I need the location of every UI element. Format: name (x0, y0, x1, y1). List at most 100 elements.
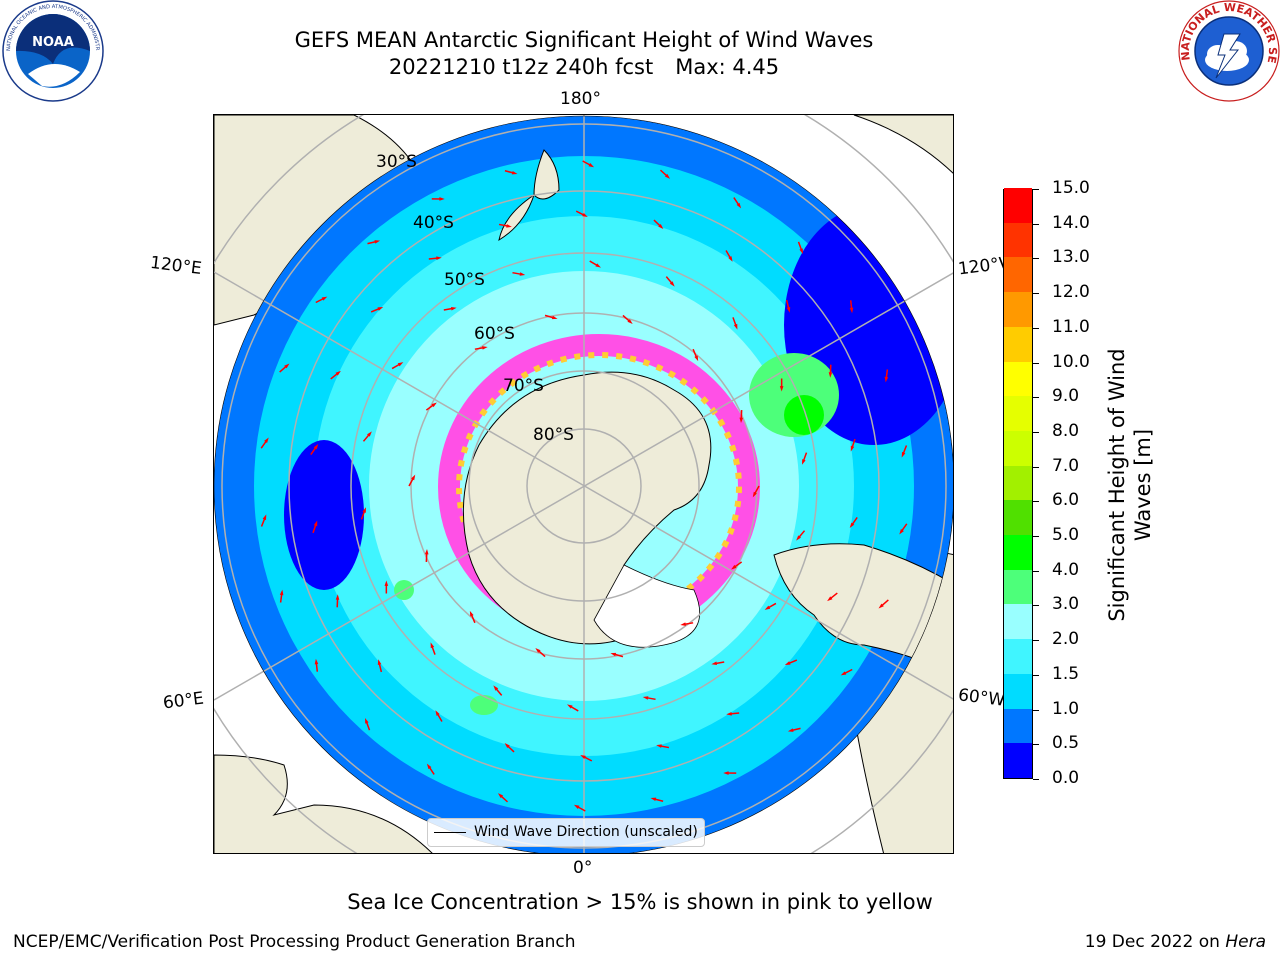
wave-direction-arrowhead (519, 272, 526, 276)
wave-direction-arrowhead (840, 671, 847, 676)
wave-direction-arrowhead (827, 596, 833, 602)
ice-shelf (593, 564, 701, 648)
colorbar-bin (1004, 222, 1032, 258)
wave-direction-arrowhead (362, 507, 366, 513)
wave-direction-arrowhead (367, 431, 372, 437)
wave-direction-arrowhead (878, 603, 884, 609)
colorbar-tick-mark (1033, 223, 1039, 225)
lon-label-0: 0° (573, 858, 593, 878)
colorbar-bin (1004, 708, 1032, 744)
colorbar-bin (1004, 465, 1032, 501)
colorbar-tick-mark (1033, 189, 1039, 190)
colorbar-tick-mark (1033, 466, 1039, 468)
wave-direction-arrowhead (384, 580, 389, 586)
wave-direction-arrowhead (262, 514, 267, 521)
colorbar-bin (1004, 361, 1032, 397)
wave-direction-arrowhead (435, 710, 440, 716)
wave-direction-arrowhead (314, 658, 319, 665)
colorbar-tick-label: 10.0 (1052, 351, 1090, 372)
lon-label-180: 180° (560, 89, 601, 109)
colorbar-tick-mark (1033, 674, 1039, 676)
wave-direction-arrowhead (377, 659, 382, 665)
polar-map (214, 115, 953, 853)
wave-direction-arrowhead (752, 491, 757, 498)
wave-direction-arrowhead (610, 652, 617, 657)
colorbar-bin (1004, 569, 1032, 605)
high-wave-region-south (470, 695, 498, 715)
lon-label-60w: 60°W (956, 685, 1006, 711)
colorbar-tick-label: 0.0 (1052, 768, 1080, 788)
colorbar-bin (1004, 604, 1032, 640)
colorbar-tick-mark (1033, 570, 1039, 572)
wave-direction-arrowhead (424, 548, 429, 555)
colorbar-tick-mark (1033, 431, 1039, 433)
credit-text: NCEP/EMC/Verification Post Processing Pr… (13, 932, 576, 952)
wave-direction-arrowhead (264, 437, 269, 444)
wave-direction-arrowhead (784, 661, 791, 665)
colorbar-tick-label: 1.0 (1052, 698, 1080, 719)
lat-label-30s: 30°S (376, 152, 417, 172)
wave-direction-arrowhead (335, 370, 341, 376)
colorbar-bin (1004, 535, 1032, 570)
wave-direction-arrowhead (796, 535, 801, 541)
wave-direction-arrowhead (411, 474, 416, 481)
map-legend: Wind Wave Direction (unscaled) (427, 818, 705, 847)
wave-direction-arrowhead (656, 744, 662, 748)
wave-direction-arrowhead (728, 256, 733, 262)
colorbar-tick-mark (1033, 744, 1039, 746)
wave-direction-arrowhead (582, 212, 588, 218)
colorbar-tick-label: 2.0 (1052, 629, 1080, 650)
colorbar (1003, 188, 1033, 779)
colorbar-tick-label: 15.0 (1052, 178, 1090, 198)
colorbar-tick-mark (1033, 501, 1039, 503)
colorbar-tick-mark (1033, 640, 1039, 642)
nws-logo: NATIONAL WEATHER SERVICE (1178, 0, 1280, 102)
run-date: 19 Dec 2022 on Hera (1085, 932, 1266, 952)
system-name: Hera (1225, 932, 1266, 952)
legend-line-icon (434, 831, 466, 834)
wave-direction-arrowhead (469, 610, 474, 617)
colorbar-tick-label: 5.0 (1052, 525, 1080, 546)
lon-label-120e: 120°E (148, 252, 203, 280)
wave-direction-arrowhead (377, 307, 384, 311)
wave-direction-arrowhead (723, 771, 729, 775)
svg-text:NOAA: NOAA (32, 35, 74, 50)
wave-direction-arrowhead (731, 564, 737, 570)
wave-direction-arrowhead (786, 307, 791, 313)
wave-direction-arrowhead (588, 163, 595, 168)
wind-wave-arrows (260, 160, 908, 812)
colorbar-bin (1004, 292, 1032, 327)
wave-direction-arrowhead (884, 376, 889, 383)
colorbar-tick-label: 11.0 (1052, 316, 1090, 337)
map-panel (213, 114, 954, 854)
wave-direction-arrowhead (431, 402, 437, 408)
colorbar-tick-label: 4.0 (1052, 559, 1080, 580)
wave-direction-arrowhead (426, 763, 432, 770)
lat-label-50s: 50°S (444, 270, 485, 290)
graticule (214, 115, 953, 853)
colorbar-bin (1004, 743, 1032, 778)
colorbar-bin (1004, 188, 1032, 223)
wave-direction-arrowhead (764, 605, 771, 610)
colorbar-tick-label: 0.5 (1052, 733, 1080, 754)
wave-direction-arrowhead (828, 372, 833, 378)
wave-direction-arrowhead (669, 281, 675, 287)
wave-direction-arrowhead (365, 717, 369, 724)
wave-direction-arrowhead (739, 417, 744, 424)
wave-direction-arrowhead (802, 459, 806, 465)
wave-direction-arrowhead (335, 594, 340, 600)
colorbar-tick-label: 6.0 (1052, 490, 1080, 511)
wave-direction-arrowhead (779, 386, 784, 392)
colorbar-tick-mark (1033, 258, 1039, 260)
wave-direction-arrowhead (374, 240, 381, 244)
colorbar-bin (1004, 639, 1032, 674)
wave-direction-arrowhead (680, 622, 686, 626)
wave-direction-arrowhead (439, 197, 445, 201)
wave-direction-arrowhead (694, 355, 699, 362)
colorbar-tick-mark (1033, 709, 1039, 711)
colorbar-bin (1004, 430, 1032, 466)
new-zealand-south (498, 193, 535, 242)
wave-direction-arrowhead (799, 248, 803, 255)
wave-direction-arrowhead (642, 696, 649, 700)
wave-direction-arrowhead (711, 661, 718, 666)
